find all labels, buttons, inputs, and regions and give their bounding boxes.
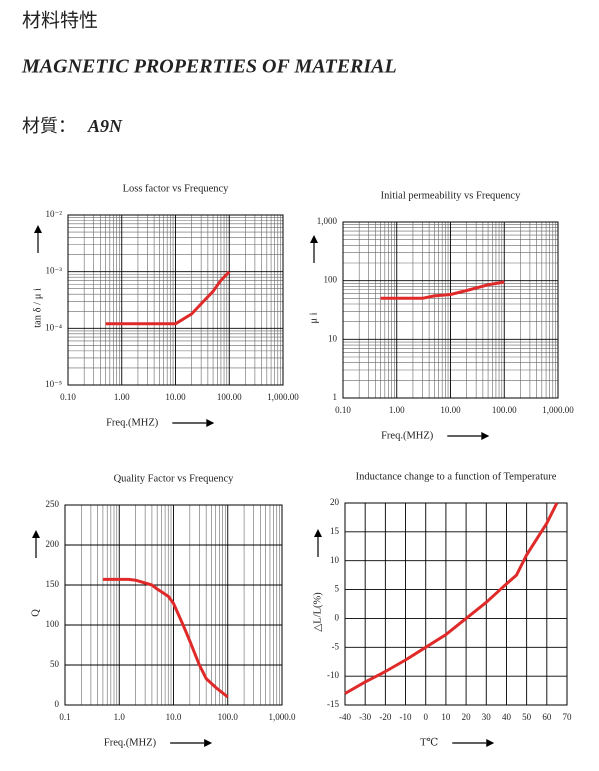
y-tick-label: 250 (46, 499, 60, 509)
y-tick-label: 10⁻⁴ (45, 322, 62, 332)
x-tick-label: 100.00 (217, 392, 242, 402)
x-tick-label: -20 (379, 712, 391, 722)
y-arrow-head (310, 235, 318, 243)
y-axis-label: △L/L(%) (312, 592, 323, 632)
x-tick-label: 0.10 (60, 392, 76, 402)
y-tick-label: 15 (330, 526, 340, 536)
x-axis-label: T℃ (420, 737, 438, 748)
x-tick-label: 40 (502, 712, 512, 722)
x-axis-label: Freq.(MHZ) (104, 737, 157, 748)
x-tick-label: 10.0 (166, 712, 182, 722)
y-tick-label: 100 (46, 619, 60, 629)
plot-frame (67, 214, 284, 386)
plot-frame (344, 502, 568, 706)
x-tick-label: 100.0 (218, 712, 239, 722)
chart-title: Initial permeability vs Frequency (381, 190, 521, 201)
x-tick-label: 30 (482, 712, 492, 722)
y-arrow-head (314, 529, 322, 537)
y-axis-label: μ i (308, 312, 319, 323)
x-tick-label: 0.10 (335, 405, 351, 415)
x-tick-label: 1,000.00 (267, 392, 299, 402)
x-arrow-head (206, 419, 215, 427)
data-line (102, 577, 229, 699)
y-tick-label: 0 (335, 612, 340, 622)
y-tick-label: 150 (46, 579, 60, 589)
y-tick-label: 0 (55, 699, 60, 709)
x-arrow-head (204, 739, 213, 747)
data-line (105, 270, 231, 326)
title-en: MAGNETIC PROPERTIES OF MATERIAL (21, 56, 397, 78)
y-tick-label: 200 (46, 539, 60, 549)
y-tick-label: 50 (50, 659, 60, 669)
chart-title: Inductance change to a function of Tempe… (356, 471, 557, 482)
y-tick-label: 10⁻⁵ (45, 379, 62, 389)
x-arrow-head (486, 739, 495, 747)
x-tick-label: -30 (359, 712, 371, 722)
y-tick-label: 100 (324, 275, 338, 285)
x-tick-label: 60 (542, 712, 552, 722)
y-tick-label: 1,000 (317, 216, 338, 226)
plot-frame (64, 504, 283, 706)
material-label: 材質： (22, 116, 76, 136)
x-tick-label: 20 (462, 712, 472, 722)
title-cn: 材料特性 (22, 9, 98, 31)
x-tick-label: -10 (400, 712, 412, 722)
x-tick-label: -40 (339, 712, 351, 722)
x-tick-label: 0.1 (59, 712, 70, 722)
x-tick-label: 1.00 (389, 405, 405, 415)
plot-frame (342, 221, 559, 399)
y-tick-label: 5 (335, 584, 340, 594)
y-arrow-head (34, 225, 42, 233)
x-tick-label: 1,000.0 (269, 712, 297, 722)
y-tick-label: -10 (327, 670, 339, 680)
x-arrow-head (481, 432, 490, 440)
y-axis-label: Q (30, 609, 41, 617)
x-axis-label: Freq.(MHZ) (106, 417, 159, 428)
y-tick-label: -5 (332, 641, 340, 651)
y-tick-label: 10⁻² (46, 209, 63, 219)
y-tick-label: 10 (330, 555, 340, 565)
x-tick-label: 100.00 (492, 405, 517, 415)
x-tick-label: 70 (563, 712, 573, 722)
y-tick-label: 10⁻³ (46, 266, 63, 276)
material-name: A9N (87, 116, 123, 136)
y-tick-label: 10 (328, 333, 338, 343)
x-tick-label: 1.0 (114, 712, 126, 722)
chart-title: Loss factor vs Frequency (123, 183, 230, 194)
x-tick-label: 0 (423, 712, 428, 722)
data-line (380, 280, 505, 300)
y-tick-label: -15 (327, 699, 339, 709)
x-tick-label: 10.00 (440, 405, 461, 415)
y-arrow-head (32, 530, 40, 538)
x-tick-label: 1,000.00 (542, 405, 574, 415)
chart-title: Quality Factor vs Frequency (114, 473, 235, 484)
x-axis-label: Freq.(MHZ) (381, 430, 434, 441)
y-axis-label: tan δ / μ i (32, 288, 43, 328)
x-tick-label: 50 (522, 712, 532, 722)
data-line (344, 502, 559, 695)
y-tick-label: 1 (333, 392, 338, 402)
x-tick-label: 10 (441, 712, 451, 722)
x-tick-label: 1.00 (114, 392, 130, 402)
x-tick-label: 10.00 (165, 392, 186, 402)
y-tick-label: 20 (330, 497, 340, 507)
